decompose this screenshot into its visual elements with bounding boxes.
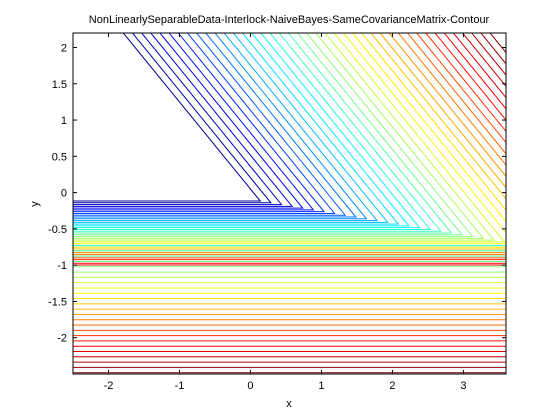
x-tick-label: -2 xyxy=(104,380,114,392)
y-tick-label: -2 xyxy=(57,333,67,345)
contour-line xyxy=(73,33,347,216)
contour-line xyxy=(471,33,506,76)
contour-line xyxy=(73,33,506,255)
contour-line xyxy=(73,33,506,266)
contour-line xyxy=(73,33,410,227)
y-tick-label: 1 xyxy=(61,115,67,127)
contour-line xyxy=(73,33,506,248)
y-tick-label: 1.5 xyxy=(52,79,67,91)
contour-line xyxy=(73,33,506,250)
contour-line xyxy=(73,33,304,209)
y-tick-label: -1 xyxy=(57,260,67,272)
x-axis-label: x xyxy=(286,398,292,410)
contour-line xyxy=(73,33,262,202)
plot-area-frame xyxy=(72,32,507,375)
contour-line xyxy=(73,33,400,225)
x-tick-label: -1 xyxy=(175,380,185,392)
contour-line xyxy=(73,33,464,236)
y-tick-label: -1.5 xyxy=(48,296,67,308)
contour-line xyxy=(73,33,474,238)
x-tick-label: 0 xyxy=(247,380,253,392)
contour-line xyxy=(73,33,506,246)
contour-line xyxy=(73,33,453,234)
contour-line xyxy=(73,33,506,261)
contour-line xyxy=(73,33,294,207)
contour-line xyxy=(73,33,357,218)
contour-line xyxy=(73,33,485,239)
contour-line xyxy=(73,33,495,241)
y-axis-ticks: -2 -1.5 -1 -0.5 0 0.5 1 1.5 2 xyxy=(48,43,506,345)
contour-line xyxy=(73,33,368,220)
contour-line xyxy=(73,33,506,245)
y-axis-label: y xyxy=(29,201,41,207)
chart-title: NonLinearlySeparableData-Interlock-Naive… xyxy=(89,14,490,26)
y-tick-label: 2 xyxy=(61,43,67,55)
contour-line xyxy=(73,33,379,222)
y-tick-label: -0.5 xyxy=(48,224,67,236)
contour-line xyxy=(73,33,506,243)
contour-line xyxy=(73,33,272,204)
contour-line xyxy=(73,33,506,259)
contour-line xyxy=(73,33,442,232)
contour-line xyxy=(461,33,506,88)
contour-line xyxy=(73,33,283,206)
contour-line xyxy=(73,33,432,230)
contour-line xyxy=(73,33,506,254)
x-tick-label: 3 xyxy=(460,380,466,392)
contour-lines xyxy=(73,33,506,374)
x-tick-label: 2 xyxy=(389,380,395,392)
contour-line xyxy=(73,33,315,211)
contour-line xyxy=(73,33,389,223)
y-tick-label: 0.5 xyxy=(52,151,67,163)
contour-line xyxy=(73,33,506,264)
y-tick-label: 0 xyxy=(61,188,67,200)
contour-line xyxy=(73,33,336,214)
x-tick-label: 1 xyxy=(318,380,324,392)
x-axis-ticks: -2 -1 0 1 2 3 xyxy=(104,33,466,392)
contour-line xyxy=(73,33,421,229)
contour-line xyxy=(73,33,326,213)
